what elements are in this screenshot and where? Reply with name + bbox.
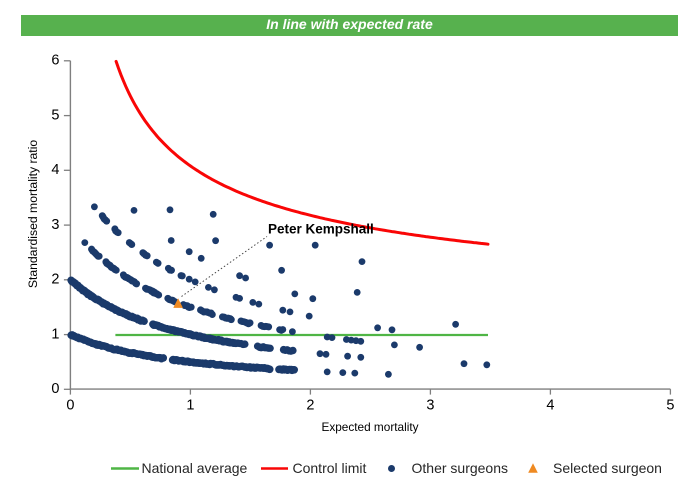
svg-text:5: 5 [51,107,59,123]
svg-text:5: 5 [666,398,674,414]
svg-text:Other surgeons: Other surgeons [412,460,509,476]
svg-text:National average: National average [142,460,248,476]
svg-text:Control limit: Control limit [293,460,367,476]
svg-text:6: 6 [51,53,59,69]
svg-text:Selected surgeon: Selected surgeon [553,460,662,476]
svg-text:3: 3 [51,217,59,233]
svg-text:3: 3 [426,398,434,414]
svg-text:0: 0 [51,381,59,397]
svg-text:Standardised mortality ratio: Standardised mortality ratio [26,140,40,289]
svg-text:1: 1 [51,326,59,342]
svg-text:1: 1 [186,398,194,414]
svg-text:Expected mortality: Expected mortality [321,420,418,434]
svg-text:Peter Kempshall: Peter Kempshall [268,222,374,237]
svg-text:2: 2 [51,272,59,288]
svg-text:2: 2 [306,398,314,414]
svg-text:4: 4 [546,398,554,414]
svg-text:4: 4 [51,162,59,178]
svg-text:0: 0 [66,398,74,414]
